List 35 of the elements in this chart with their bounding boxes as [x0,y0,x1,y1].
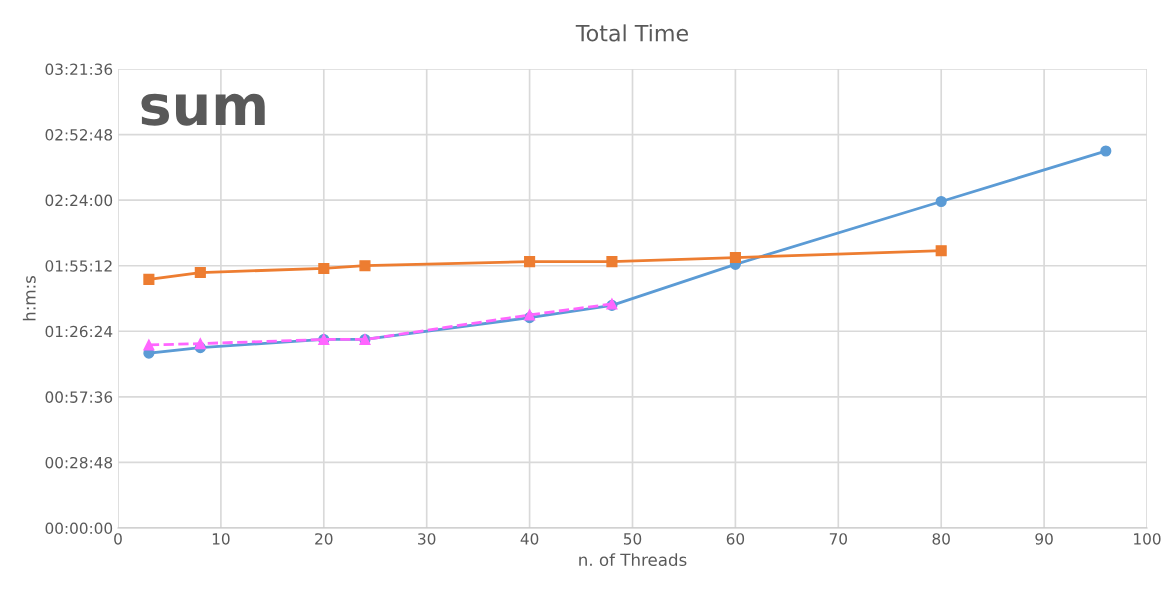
x-tick-label: 70 [829,533,848,545]
y-tick-label: 00:57:36 [45,391,113,403]
x-tick-label: 40 [520,533,539,545]
annotation: sum [141,93,265,126]
x-tick-label: 80 [932,533,950,545]
y-tick-label: 02:52:48 [45,129,113,141]
y-axis-title: h:m:s [22,275,36,321]
point [606,256,618,268]
x-tick-label: 60 [726,533,745,545]
y-tick-label: 02:24:00 [45,194,113,207]
y-tick-label: 00:00:00 [45,522,113,535]
x-tick-label: 20 [315,533,333,545]
y-tick-label: 01:55:12 [45,260,112,272]
point [143,273,155,285]
point [935,245,947,257]
x-tick-label: 10 [212,533,230,545]
y-tick-label: 00:28:48 [45,456,113,469]
point [194,338,206,350]
x-tick-label: 0 [114,533,122,545]
x-tick-label: 100 [1134,533,1161,545]
y-tick-label: 01:26:24 [45,325,113,338]
x-axis-title: n. of Threads [579,553,687,567]
x-tick-label: 50 [623,533,642,545]
x-tick-label: 30 [418,533,436,545]
point [194,266,206,279]
point [1100,145,1112,157]
point [359,260,371,272]
point [729,251,741,264]
y-tick-label: 03:21:36 [45,63,113,76]
point [524,256,536,268]
point [318,262,330,275]
chart-title: Total Time [575,24,688,42]
x-tick-label: 90 [1035,533,1053,545]
point [935,195,947,208]
point [143,339,155,351]
